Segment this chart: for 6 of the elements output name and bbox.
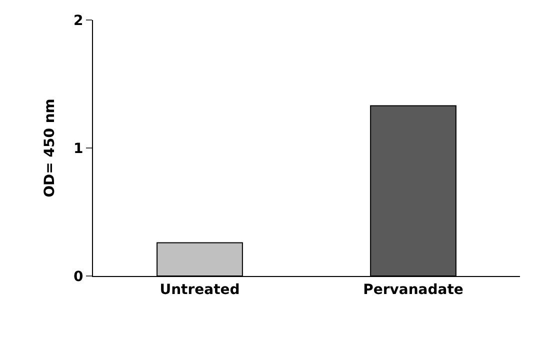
y-tick-label: 0 [73, 268, 84, 285]
y-tick-label: 2 [73, 12, 84, 29]
x-tick-label: Pervanadate [363, 282, 464, 298]
x-tick-label: Untreated [160, 282, 240, 298]
y-axis-title: OD= 450 nm [42, 98, 58, 198]
y-tick-label: 1 [73, 140, 84, 157]
